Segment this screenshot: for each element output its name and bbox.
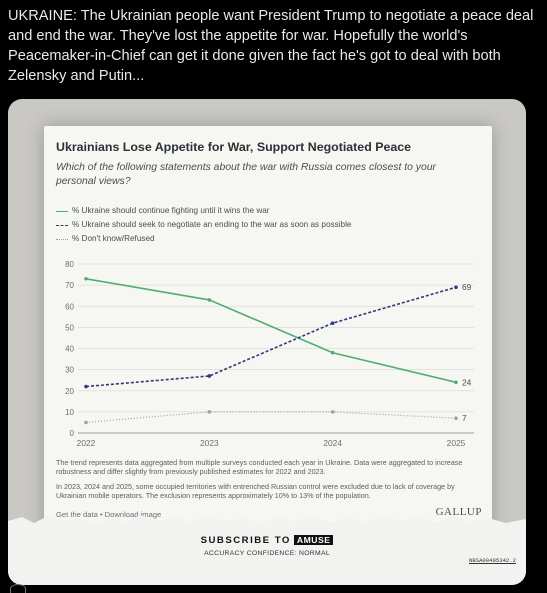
watermark-id: NBSA00405342.2 (469, 557, 516, 564)
gallup-logo: GALLUP (435, 506, 482, 518)
y-tick-label: 50 (65, 323, 74, 332)
data-point (207, 298, 212, 302)
chart-card: Ukrainians Lose Appetite for War, Suppor… (44, 126, 492, 546)
watermark-accuracy: ACCURACY CONFIDENCE: NORMAL (204, 550, 330, 557)
legend-item-dont-know: % Don't know/Refused (56, 232, 476, 246)
series-line-1 (85, 286, 457, 388)
data-point (207, 374, 212, 378)
data-point (84, 276, 88, 281)
data-label: 24 (462, 377, 472, 387)
watermark-badge: AMUSE (293, 535, 334, 545)
chart-footnote: The trend represents data aggregated fro… (56, 458, 463, 476)
chart-legend: % Ukraine should continue fighting until… (56, 204, 476, 246)
legend-label: % Don't know/Refused (72, 234, 155, 243)
chart-footnote: In 2023, 2024 and 2025, some occupied te… (56, 482, 455, 500)
chart-question: Which of the following statements about … (56, 162, 437, 187)
data-point (330, 321, 335, 325)
legend-swatch-dashed (56, 224, 68, 226)
data-point (84, 420, 88, 425)
x-tick-label: 2025 (447, 438, 466, 448)
series-line-0 (85, 277, 457, 384)
series-line-2 (85, 411, 457, 424)
chart-links[interactable]: Get the data • Download image (56, 510, 162, 519)
data-point (330, 350, 335, 355)
watermark-subscribe: SUBSCRIBE TO AMUSE (8, 535, 526, 546)
data-label: 69 (462, 282, 472, 292)
y-tick-label: 70 (65, 281, 74, 290)
line-chart: 0 10 20 30 40 50 60 70 80 2022 2023 2024 2025 24 69 7 (65, 260, 474, 448)
y-tick-label: 80 (65, 260, 74, 269)
watermark-subscribe-text: SUBSCRIBE TO (200, 535, 291, 546)
x-tick-label: 2023 (200, 438, 219, 448)
data-label: 7 (462, 413, 467, 423)
y-tick-label: 20 (65, 387, 74, 396)
x-tick-label: 2024 (323, 438, 342, 448)
y-tick-label: 30 (65, 366, 74, 375)
reply-icon[interactable] (10, 584, 26, 593)
y-tick-label: 0 (70, 429, 75, 438)
data-point (454, 285, 458, 290)
y-tick-label: 10 (65, 408, 74, 417)
data-point (330, 410, 335, 414)
tweet-text: UKRAINE: The Ukrainian people want Presi… (8, 8, 534, 84)
data-point (84, 384, 88, 389)
legend-label: % Ukraine should continue fighting until… (72, 206, 270, 215)
chart-title: Ukrainians Lose Appetite for War, Suppor… (56, 140, 412, 154)
legend-item-fight: % Ukraine should continue fighting until… (56, 204, 476, 218)
data-point (207, 410, 212, 414)
y-tick-label: 60 (65, 302, 74, 311)
legend-swatch-solid (56, 210, 68, 212)
torn-paper-edge (8, 515, 526, 585)
legend-item-negotiate: % Ukraine should seek to negotiate an en… (56, 218, 476, 232)
x-tick-label: 2022 (77, 438, 96, 448)
legend-swatch-dotted (56, 238, 68, 240)
y-tick-label: 40 (65, 345, 74, 354)
tweet-media[interactable]: Ukrainians Lose Appetite for War, Suppor… (8, 99, 526, 585)
legend-label: % Ukraine should seek to negotiate an en… (72, 220, 352, 229)
data-point (454, 380, 458, 385)
data-point (454, 416, 458, 421)
